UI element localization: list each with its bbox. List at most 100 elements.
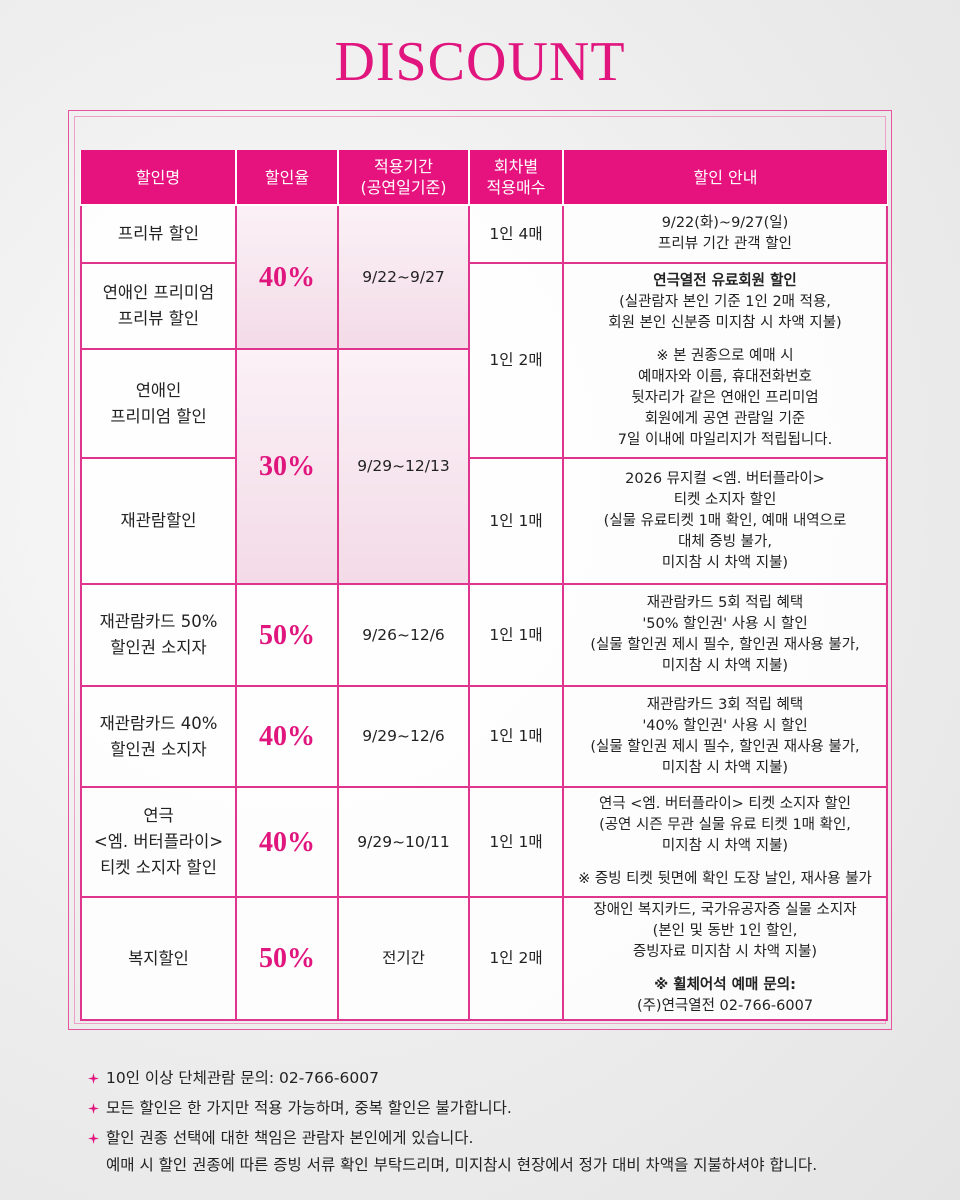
text-line: ※ 본 권종으로 예매 시 [656, 347, 794, 364]
note: 할인 권종 선택에 대한 책임은 관람자 본인에게 있습니다. 예매 시 할인 권… [88, 1125, 928, 1179]
text-line: 예매자와 이름, 휴대전화번호 [638, 368, 812, 385]
period-cell: 9/22~9/27 [337, 204, 470, 350]
info-cell: 2026 뮤지컬 <엠. 버터플라이> 티켓 소지자 할인 (실물 유료티켓 1매 … [562, 457, 888, 585]
text-line: 10인 이상 단체관람 문의: 02-766-6007 [106, 1069, 379, 1087]
text-line: 회차별 [493, 157, 539, 176]
rate-cell: 30% [235, 348, 339, 585]
text-line: 미지참 시 차액 지불) [661, 658, 789, 674]
name-cell: 프리뷰 할인 [80, 204, 237, 264]
count-cell: 1인 2매 [468, 262, 564, 459]
text-line: 할인 권종 선택에 대한 책임은 관람자 본인에게 있습니다. [106, 1129, 474, 1147]
text-line: 할인율 [264, 167, 310, 187]
text-line: 재관람카드 3회 적립 혜택 [646, 696, 804, 713]
text-line: 연극 [143, 806, 174, 825]
period-cell: 9/29~12/6 [337, 685, 470, 788]
info-cell: 연극 <엠. 버터플라이> 티켓 소지자 할인 (공연 시즌 무관 실물 유료 티… [562, 786, 888, 898]
text-line: 회원 본인 신분증 미지참 시 차액 지불) [608, 314, 842, 331]
star-icon [88, 1133, 99, 1144]
text-line: '40% 할인권' 사용 시 할인 [642, 717, 808, 734]
text-line: 미지참 시 차액 지불) [661, 838, 789, 854]
name-cell: 연애인 프리미엄 프리뷰 할인 [80, 262, 237, 350]
rate-cell: 50% [235, 583, 339, 687]
info-cell: 재관람카드 5회 적립 혜택 '50% 할인권' 사용 시 할인 (실물 할인권 제… [562, 583, 888, 687]
row: 재관람카드 40% 할인권 소지자 40% 9/29~12/6 1인 1매 재관람… [80, 685, 888, 788]
text-line: 적용매수 [486, 178, 546, 197]
text-line: 프리뷰 할인 [117, 224, 200, 243]
note-text: 10인 이상 단체관람 문의: 02-766-6007 [106, 1065, 928, 1092]
text-line: (실물 할인권 제시 필수, 할인권 재사용 불가, [590, 738, 860, 755]
note: 모든 할인은 한 가지만 적용 가능하며, 중복 할인은 불가합니다. [88, 1095, 928, 1122]
count-cell: 1인 1매 [468, 457, 564, 585]
text-line: 회원에게 공연 관람일 기준 [644, 410, 806, 427]
text-line: '50% 할인권' 사용 시 할인 [642, 616, 808, 632]
header-cell: 할인 안내 [562, 150, 887, 206]
text-line: 할인명 [135, 167, 181, 187]
rate-cell: 50% [235, 896, 339, 1021]
note: 10인 이상 단체관람 문의: 02-766-6007 [88, 1065, 928, 1092]
name-cell: 재관람할인 [80, 457, 237, 585]
row: 재관람카드 50% 할인권 소지자 50% 9/26~12/6 1인 1매 재관람… [80, 583, 888, 687]
text-line: 연극열전 유료회원 할인 [653, 272, 797, 289]
text-line: 뒷자리가 같은 연애인 프리미엄 [631, 389, 819, 406]
text-line: 장애인 복지카드, 국가유공자증 실물 소지자 [593, 902, 857, 918]
text-line: 재관람카드 5회 적립 혜택 [646, 595, 804, 611]
header-cell: 할인율 [235, 150, 339, 206]
count-cell: 1인 1매 [468, 685, 564, 788]
name-cell: 재관람카드 40% 할인권 소지자 [80, 685, 237, 788]
text-line: ※ 증빙 티켓 뒷면에 확인 도장 날인, 재사용 불가 [578, 871, 872, 887]
note-text: 할인 권종 선택에 대한 책임은 관람자 본인에게 있습니다. 예매 시 할인 권… [106, 1125, 928, 1179]
text-line: 7일 이내에 마일리지가 적립됩니다. [617, 431, 833, 448]
text-line: 프리뷰 할인 [117, 309, 200, 328]
text-line: ※ 휠체어석 예매 문의: [654, 977, 796, 993]
text-line: 2026 뮤지컬 <엠. 버터플라이> [625, 470, 825, 487]
period-cell: 9/29~10/11 [337, 786, 470, 898]
text-line: 연애인 [135, 380, 182, 400]
text-line: (실관람자 본인 기준 1인 2매 적용, [619, 293, 831, 310]
text-line: 재관람할인 [120, 511, 197, 530]
text-line: (공연일기준) [360, 178, 447, 197]
frame [68, 110, 892, 1030]
text-line: 예매 시 할인 권종에 따른 증빙 서류 확인 부탁드리며, 미지참시 현장에서… [106, 1156, 818, 1174]
text-line: 증빙자료 미지참 시 차액 지불) [632, 944, 818, 960]
text-line: (주)연극열전 02-766-6007 [636, 998, 814, 1014]
text-line: 복지할인 [128, 948, 189, 968]
info-cell: 9/22(화)~9/27(일) 프리뷰 기간 관객 할인 [562, 204, 888, 264]
period-cell: 9/29~12/13 [337, 348, 470, 585]
text-line: 프리뷰 기간 관객 할인 [658, 236, 792, 252]
info-cell: 연극열전 유료회원 할인 (실관람자 본인 기준 1인 2매 적용, 회원 본인 신… [562, 262, 888, 459]
text-line: 프리미엄 할인 [110, 406, 207, 426]
text-line: (공연 시즌 무관 실물 유료 티켓 1매 확인, [599, 817, 851, 833]
count-cell: 1인 2매 [468, 896, 564, 1021]
text-line: 연극 <엠. 버터플라이> 티켓 소지자 할인 [598, 796, 852, 812]
row: 재관람할인 1인 1매 2026 뮤지컬 <엠. 버터플라이> 티켓 소지자 할인… [80, 457, 888, 585]
name-cell: 재관람카드 50% 할인권 소지자 [80, 583, 237, 687]
count-cell: 1인 4매 [468, 204, 564, 264]
rate-cell: 40% [235, 685, 339, 788]
text-line: 모든 할인은 한 가지만 적용 가능하며, 중복 할인은 불가합니다. [106, 1099, 512, 1117]
row: 연극 <엠. 버터플라이> 티켓 소지자 할인 40% 9/29~10/11 1인 … [80, 786, 888, 898]
star-icon [88, 1073, 99, 1084]
name-cell: 복지할인 [80, 896, 237, 1021]
header-cell: 적용기간 (공연일기준) [337, 150, 470, 206]
name-cell: 연극 <엠. 버터플라이> 티켓 소지자 할인 [80, 786, 237, 898]
info-cell: 재관람카드 3회 적립 혜택 '40% 할인권' 사용 시 할인 (실물 할인권 제… [562, 685, 888, 788]
row: 프리뷰 할인 40% 9/22~9/27 1인 4매 9/22(화)~9/27(… [80, 204, 888, 350]
note-text: 모든 할인은 한 가지만 적용 가능하며, 중복 할인은 불가합니다. [106, 1095, 928, 1122]
text-line: 티켓 소지자 할인 [673, 491, 777, 508]
title: DISCOUNT [334, 31, 626, 93]
text-line: 할인권 소지자 [110, 638, 207, 657]
rate-cell: 40% [235, 204, 339, 350]
count-cell: 1인 1매 [468, 583, 564, 687]
count-cell: 1인 1매 [468, 786, 564, 898]
notes: 10인 이상 단체관람 문의: 02-766-6007 모든 할인은 한 가지만… [88, 1065, 928, 1182]
text-line: 재관람카드 40% [99, 713, 218, 733]
rate-cell: 40% [235, 786, 339, 898]
text-line: (본인 및 동반 1인 할인, [652, 923, 798, 939]
text-line: 티켓 소지자 할인 [100, 858, 217, 877]
period-cell: 전기간 [337, 896, 470, 1021]
